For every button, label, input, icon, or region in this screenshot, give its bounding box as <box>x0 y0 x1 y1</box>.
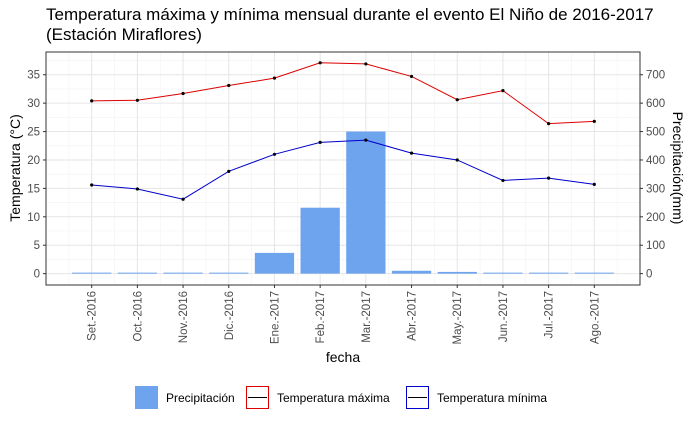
temp-min-point <box>501 178 505 183</box>
y-axis-title: Temperatura (°C) <box>7 114 23 222</box>
temperature-lines <box>90 61 596 201</box>
temp-max-point <box>501 89 505 93</box>
temp-min-point <box>409 151 414 155</box>
precipitation-bar <box>437 271 477 274</box>
x-ticks: Set.-2016 Oct.-2016 Nov.-2016 Dic.-2016 Ene.… <box>87 285 601 344</box>
temp-max-point <box>318 61 322 65</box>
x-tick-label: Mar.-2017 <box>361 291 373 343</box>
temp-max-point <box>455 98 459 102</box>
y-left-ticks: 0 5 10 15 20 25 30 35 <box>27 70 46 281</box>
temp-max-point <box>547 122 551 126</box>
x-tick-label: Ago.-2017 <box>589 291 601 344</box>
y-tick-label: 10 <box>27 212 40 224</box>
precipitation-bar <box>391 270 432 274</box>
x-tick-label: Jul.-2017 <box>544 291 556 338</box>
temp-min-point <box>318 140 322 144</box>
temp-max-point <box>227 83 231 88</box>
x-tick-label: Set.-2016 <box>87 291 99 341</box>
y2-tick-label: 300 <box>646 183 665 195</box>
y2-tick-label: 700 <box>646 70 665 82</box>
y2-axis-title: Precipitación(mm) <box>670 112 686 225</box>
precipitation-bar <box>346 131 386 274</box>
x-tick-label: Dic.-2016 <box>224 291 236 340</box>
temp-max-line <box>91 62 595 125</box>
chart-title-line2: (Estación Miraflores) <box>46 25 202 44</box>
chart-title: Temperatura máxima y mínima mensual dura… <box>46 5 654 45</box>
temp-max-point <box>135 98 139 102</box>
x-tick-label: Oct.-2016 <box>132 291 144 342</box>
temp-min-point <box>272 152 277 156</box>
panel-border <box>45 51 641 286</box>
y-tick-label: 0 <box>34 269 40 281</box>
y2-tick-label: 500 <box>646 127 665 139</box>
y-right-ticks: 0 100 200 300 400 500 600 700 <box>640 70 665 281</box>
temp-min-point <box>90 183 94 187</box>
precipitation-bar <box>163 272 203 274</box>
legend-label: Temperatura máxima <box>277 391 390 405</box>
temp-min-point <box>364 138 368 142</box>
x-axis-title: fecha <box>326 349 360 365</box>
x-tick-label: Jun.-2017 <box>498 291 510 342</box>
precipitation-bar <box>483 272 523 274</box>
precipitation-bar <box>528 272 569 274</box>
grid-major <box>46 52 640 285</box>
temp-max-point <box>181 91 185 96</box>
y2-tick-label: 200 <box>646 212 665 224</box>
legend-label: Precipitación <box>166 391 235 405</box>
x-tick-label: Nov.-2016 <box>178 291 190 343</box>
y2-tick-label: 0 <box>646 269 652 281</box>
y-tick-label: 15 <box>27 183 40 195</box>
temp-max-point <box>90 99 94 103</box>
precipitation-bars <box>72 131 614 274</box>
temp-max-point <box>364 62 368 66</box>
temp-min-point <box>135 187 139 191</box>
y-tick-label: 30 <box>27 98 40 110</box>
temp-min-point <box>227 169 231 173</box>
x-tick-label: Ene.-2017 <box>269 291 281 344</box>
precipitation-bar <box>209 272 249 274</box>
legend: Precipitación Temperatura máxima Temperatu… <box>135 386 547 409</box>
temp-max-point <box>272 76 277 80</box>
temp-max-point <box>592 119 596 123</box>
precipitation-bar <box>300 207 340 274</box>
precipitation-bar <box>72 272 112 274</box>
grid-minor <box>46 52 640 286</box>
y-tick-label: 5 <box>34 240 40 252</box>
legend-label: Temperatura mínima <box>437 391 547 405</box>
precipitation-bar <box>574 272 614 274</box>
temp-min-point <box>181 197 185 201</box>
temp-min-point <box>547 176 551 180</box>
temp-min-point <box>592 182 596 187</box>
y-tick-label: 25 <box>27 127 40 139</box>
y-tick-label: 20 <box>27 155 40 167</box>
y2-tick-label: 100 <box>646 240 665 252</box>
temp-max-point <box>409 74 414 79</box>
y2-tick-label: 400 <box>646 155 665 167</box>
chart-title-line1: Temperatura máxima y mínima mensual dura… <box>46 5 654 24</box>
x-tick-label: Abr.-2017 <box>407 291 419 341</box>
legend-key-precipitation <box>135 386 158 409</box>
precipitation-bar <box>254 252 295 274</box>
temp-min-line <box>91 139 595 200</box>
x-tick-label: May.-2017 <box>452 291 464 344</box>
y-tick-label: 35 <box>27 70 40 82</box>
precipitation-bar <box>117 272 158 274</box>
temp-min-point <box>455 158 459 162</box>
x-tick-label: Feb.-2017 <box>315 291 327 343</box>
y2-tick-label: 600 <box>646 98 665 110</box>
